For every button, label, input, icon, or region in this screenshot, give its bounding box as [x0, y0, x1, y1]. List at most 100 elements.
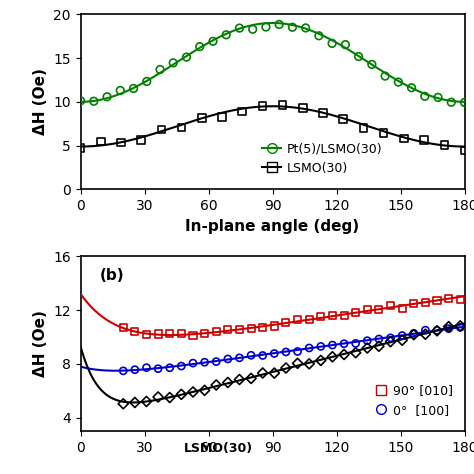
Point [212, 328, 220, 336]
Point [282, 319, 290, 326]
Point [155, 330, 162, 338]
Point [387, 334, 394, 342]
Point [178, 124, 185, 131]
Point [170, 59, 177, 67]
Point [420, 136, 428, 144]
Point [400, 135, 408, 142]
Point [198, 114, 206, 122]
Point [218, 113, 226, 121]
Point [360, 124, 367, 132]
Point [236, 376, 243, 383]
Point [189, 359, 197, 367]
Point [440, 141, 448, 148]
Point [224, 326, 232, 334]
Point [259, 324, 266, 331]
Point [380, 129, 387, 137]
Point [317, 343, 325, 350]
Point [249, 26, 256, 33]
Point [130, 85, 137, 92]
X-axis label: In-plane angle (deg): In-plane angle (deg) [185, 219, 360, 234]
Y-axis label: ΔH (Oe): ΔH (Oe) [33, 310, 47, 377]
Point [319, 109, 327, 117]
Point [456, 322, 464, 330]
Point [447, 99, 455, 106]
Point [212, 381, 220, 389]
Point [340, 351, 348, 358]
Point [355, 53, 363, 60]
Point [342, 41, 349, 48]
Point [352, 309, 359, 316]
Point [119, 400, 127, 408]
Point [259, 352, 266, 359]
Point [340, 311, 348, 319]
Point [434, 93, 442, 101]
Point [421, 326, 429, 334]
Point [408, 84, 415, 91]
Legend: 90° [010], 0°  [100]: 90° [010], 0° [100] [370, 379, 458, 421]
Point [77, 144, 84, 152]
Point [182, 53, 190, 61]
Point [238, 108, 246, 115]
Point [143, 330, 150, 338]
Text: (b): (b) [100, 268, 124, 283]
Point [119, 324, 127, 331]
Point [247, 352, 255, 359]
Point [189, 331, 197, 339]
Point [236, 354, 243, 362]
Point [294, 348, 301, 356]
Point [178, 330, 185, 337]
Point [155, 393, 162, 401]
Point [317, 313, 325, 320]
Point [375, 335, 383, 343]
Point [340, 340, 348, 347]
Point [196, 43, 203, 50]
Point [259, 102, 266, 110]
Point [119, 367, 127, 374]
Point [328, 353, 336, 361]
Point [97, 137, 105, 145]
Point [224, 379, 232, 386]
Point [103, 93, 111, 100]
Point [364, 306, 371, 313]
Point [421, 298, 429, 306]
Point [143, 364, 150, 372]
Point [368, 61, 375, 68]
Point [247, 374, 255, 382]
Point [433, 327, 441, 335]
Point [158, 126, 165, 133]
Point [305, 316, 313, 324]
Point [398, 332, 406, 339]
Point [212, 358, 220, 365]
Point [456, 295, 464, 303]
Point [155, 365, 162, 373]
Point [445, 325, 452, 332]
Point [143, 78, 151, 85]
Point [143, 398, 150, 405]
Point [156, 66, 164, 73]
Point [328, 312, 336, 319]
Point [201, 358, 209, 366]
Point [364, 344, 371, 352]
Point [410, 329, 418, 337]
Point [271, 350, 278, 357]
Point [398, 337, 406, 344]
Point [262, 23, 270, 31]
Point [275, 21, 283, 28]
Point [387, 302, 394, 310]
Point [461, 99, 468, 106]
Point [461, 146, 468, 154]
Point [117, 138, 125, 146]
Point [166, 330, 173, 337]
Point [189, 388, 197, 396]
Point [271, 322, 278, 330]
Point [236, 24, 243, 32]
Point [90, 98, 98, 105]
Point [302, 24, 310, 32]
Point [166, 364, 173, 372]
Point [137, 136, 145, 144]
Point [305, 360, 313, 368]
Point [375, 305, 383, 313]
Point [209, 37, 217, 45]
Point [131, 328, 139, 336]
Point [421, 92, 428, 100]
